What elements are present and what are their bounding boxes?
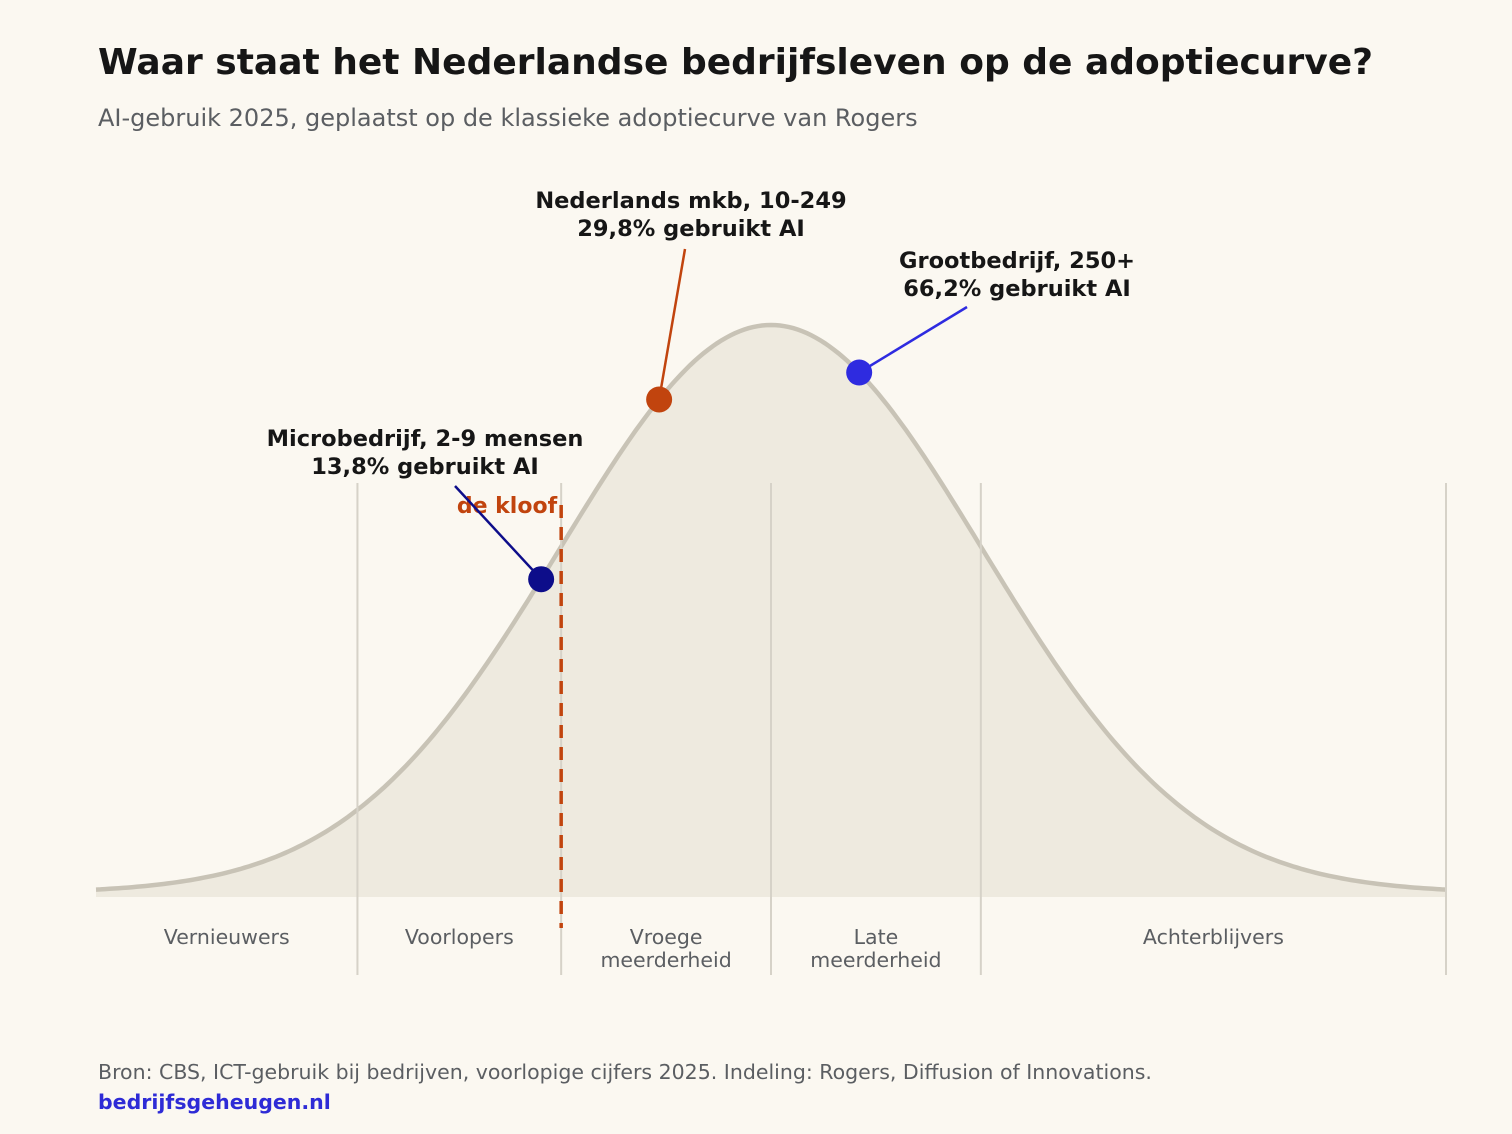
chasm-label: de kloof [457,494,558,519]
annotation-leader-micro [454,485,543,581]
annotation-leader-mkb [657,248,687,400]
segment-label: Vroege meerderheid [600,925,731,972]
data-point-groot [846,359,873,386]
annotation-label-micro: Microbedrijf, 2-9 mensen 13,8% gebruikt A… [267,426,584,480]
chart-title: Waar staat het Nederlandse bedrijfsleven… [98,42,1373,83]
data-point-mkb [646,386,673,413]
segment-label: Vernieuwers [164,925,290,949]
annotation-label-mkb: Nederlands mkb, 10-249 29,8% gebruikt AI [535,188,846,242]
segment-label: Voorlopers [405,925,514,949]
curve-line [95,322,1447,892]
segment-label: Achterblijvers [1143,925,1284,949]
site-link[interactable]: bedrijfsgeheugen.nl [98,1090,331,1114]
segment-label: Late meerderheid [810,925,941,972]
chart-subtitle: AI-gebruik 2025, geplaatst op de klassie… [98,104,918,132]
data-point-micro [528,566,555,593]
source-note: Bron: CBS, ICT-gebruik bij bedrijven, vo… [98,1060,1152,1084]
annotation-label-groot: Grootbedrijf, 250+ 66,2% gebruikt AI [899,248,1135,302]
annotation-leader-groot [858,305,968,374]
